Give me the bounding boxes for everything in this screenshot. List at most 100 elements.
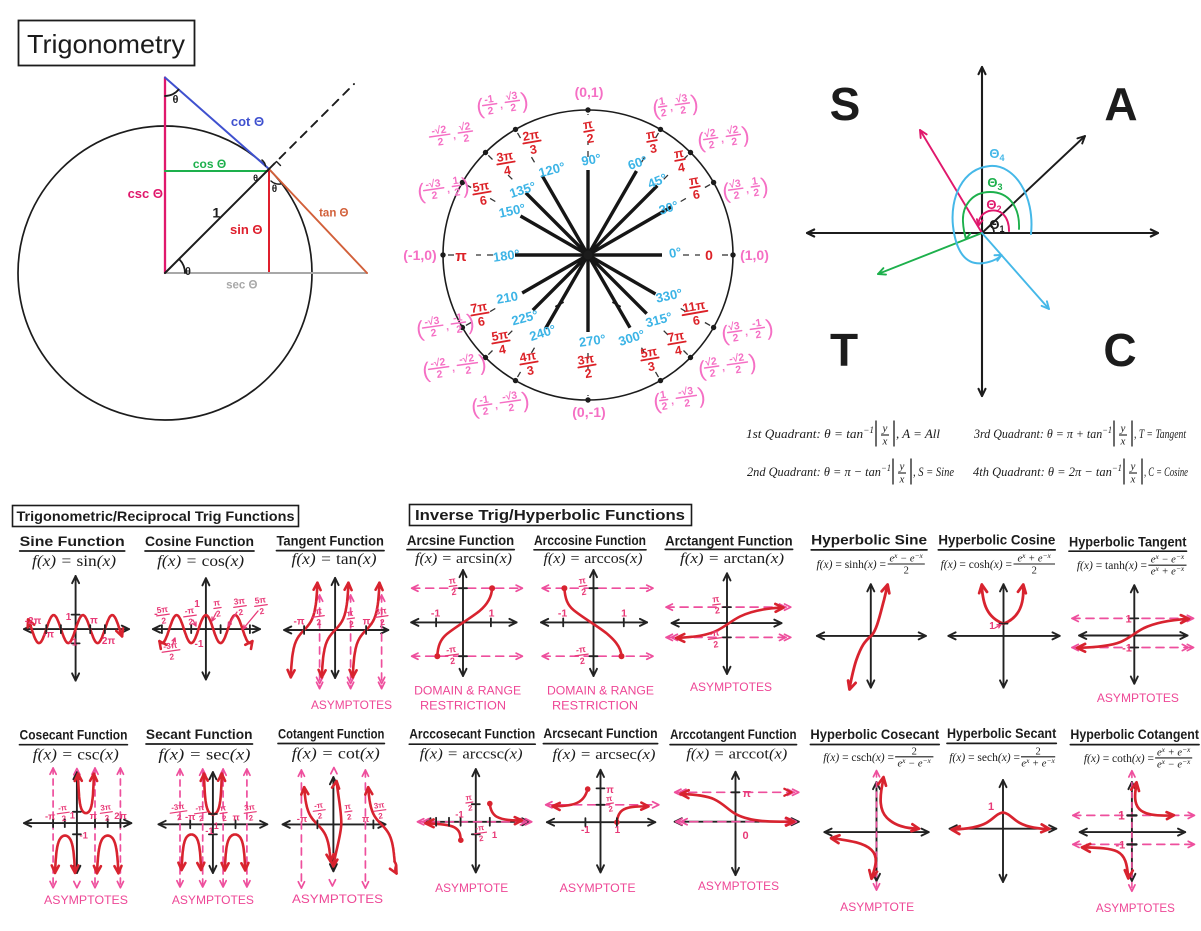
svg-text:S: S — [830, 78, 861, 130]
svg-text:Cosine Function: Cosine Function — [145, 534, 254, 549]
svg-text:ASYMPTOTES: ASYMPTOTES — [1096, 903, 1175, 915]
svg-text:Cotangent Function: Cotangent Function — [278, 727, 384, 742]
svg-text:-√3: -√3 — [677, 385, 694, 399]
svg-text:√3: √3 — [727, 320, 740, 334]
svg-text:120°: 120° — [537, 159, 567, 180]
svg-text:-π: -π — [195, 803, 205, 813]
svg-text:(: ( — [720, 321, 731, 347]
svg-text:θ: θ — [253, 173, 258, 183]
svg-text:3π: 3π — [577, 351, 596, 368]
svg-text:θ: θ — [272, 184, 277, 195]
svg-text:2: 2 — [465, 364, 473, 377]
svg-text:(0,-1): (0,-1) — [572, 404, 605, 420]
svg-text:π: π — [219, 803, 226, 813]
svg-text:-1: -1 — [1122, 643, 1132, 655]
svg-text:1: 1 — [751, 175, 759, 188]
svg-text:2: 2 — [104, 813, 110, 823]
svg-text:3: 3 — [647, 359, 656, 374]
svg-text:2: 2 — [437, 136, 445, 149]
svg-text:2: 2 — [608, 804, 614, 814]
svg-text:1: 1 — [989, 621, 995, 632]
svg-text:π: π — [645, 127, 657, 143]
svg-text:π: π — [448, 575, 456, 586]
svg-text:2π: 2π — [522, 127, 541, 144]
svg-text:√3: √3 — [675, 92, 688, 106]
svg-text:, S = Sine: , S = Sine — [913, 464, 954, 479]
svg-text:-π: -π — [475, 823, 485, 833]
svg-text:π: π — [578, 575, 586, 586]
svg-text:2: 2 — [581, 587, 587, 598]
svg-text:,: , — [445, 321, 450, 333]
svg-text:-1: -1 — [195, 639, 204, 650]
svg-text:-√2: -√2 — [431, 124, 448, 138]
svg-text:5π: 5π — [491, 327, 510, 344]
svg-text:2: 2 — [1032, 566, 1037, 577]
svg-text:2: 2 — [248, 813, 254, 823]
svg-text:2: 2 — [912, 746, 917, 757]
svg-text:2: 2 — [430, 327, 438, 340]
svg-text:0°: 0° — [668, 244, 683, 261]
svg-text:π: π — [606, 794, 613, 804]
svg-text:2: 2 — [449, 656, 455, 667]
svg-text:π: π — [90, 811, 98, 822]
svg-text:-π: -π — [297, 814, 308, 825]
svg-text:2nd Quadrant: θ = π − tan−1: 2nd Quadrant: θ = π − tan−1 — [747, 463, 891, 479]
svg-text:f(x) = cosh(x) =: f(x) = cosh(x) = — [941, 559, 1012, 571]
svg-text:(: ( — [470, 394, 481, 420]
svg-text:2: 2 — [378, 811, 384, 821]
svg-text:2: 2 — [431, 189, 439, 202]
svg-text:4: 4 — [677, 160, 686, 175]
svg-text:DOMAIN & RANGE: DOMAIN & RANGE — [414, 686, 521, 698]
svg-text:30°: 30° — [657, 198, 680, 218]
svg-text:(-1,0): (-1,0) — [403, 247, 436, 263]
svg-text:-√2: -√2 — [458, 352, 475, 366]
svg-text:Arccotangent Function: Arccotangent Function — [670, 727, 796, 742]
svg-text:π: π — [712, 594, 720, 605]
svg-text:2: 2 — [379, 617, 385, 628]
svg-text:2: 2 — [456, 323, 464, 336]
svg-text:,: , — [499, 99, 504, 111]
svg-text:2: 2 — [467, 803, 473, 813]
svg-text:ASYMPTOTES: ASYMPTOTES — [1097, 693, 1179, 705]
svg-text:π: π — [362, 814, 370, 825]
svg-text:2: 2 — [584, 366, 593, 381]
svg-text:y: y — [1120, 423, 1126, 435]
svg-text:2: 2 — [454, 186, 462, 199]
svg-text:Trigonometry: Trigonometry — [27, 29, 185, 59]
svg-text:): ) — [747, 349, 758, 375]
svg-text:1: 1 — [70, 811, 76, 822]
svg-text:RESTRICTION: RESTRICTION — [552, 701, 638, 713]
svg-text:1: 1 — [658, 95, 666, 108]
svg-text:-π: -π — [43, 630, 54, 641]
svg-text:y: y — [1130, 461, 1136, 473]
svg-text:2: 2 — [317, 811, 323, 821]
svg-text:√3: √3 — [728, 177, 741, 191]
svg-text:,: , — [720, 133, 725, 145]
svg-text:ASYMPTOTES: ASYMPTOTES — [292, 894, 383, 906]
svg-text:-2π: -2π — [25, 616, 42, 627]
svg-text:180°: 180° — [492, 246, 521, 265]
svg-text:√2: √2 — [458, 120, 471, 134]
svg-text:T: T — [830, 324, 858, 376]
svg-text:2: 2 — [487, 105, 495, 118]
svg-text:,: , — [721, 361, 726, 373]
svg-text:π: π — [606, 785, 614, 796]
svg-text:ASYMPTOTE: ASYMPTOTE — [435, 883, 508, 895]
svg-text:-π: -π — [45, 812, 56, 823]
svg-text:ex + e−x: ex + e−x — [1017, 551, 1051, 565]
svg-text:π: π — [673, 146, 685, 162]
svg-text:1: 1 — [194, 599, 200, 610]
svg-text:f(x) = sin(x): f(x) = sin (x) — [32, 553, 116, 570]
svg-text:x: x — [1130, 474, 1136, 486]
svg-text:x: x — [882, 436, 888, 448]
svg-text:6: 6 — [479, 193, 488, 208]
svg-text:-√3: -√3 — [501, 389, 518, 403]
svg-text:1: 1 — [659, 389, 667, 402]
svg-text:2: 2 — [215, 608, 221, 619]
svg-text:1: 1 — [452, 175, 460, 188]
svg-text:-π: -π — [58, 803, 68, 813]
svg-text:RESTRICTION: RESTRICTION — [420, 701, 506, 713]
svg-text:315°: 315° — [644, 309, 674, 330]
svg-text:f(x) = csch(x) =: f(x) = csch(x) = — [823, 752, 894, 764]
svg-text:2: 2 — [904, 566, 909, 577]
